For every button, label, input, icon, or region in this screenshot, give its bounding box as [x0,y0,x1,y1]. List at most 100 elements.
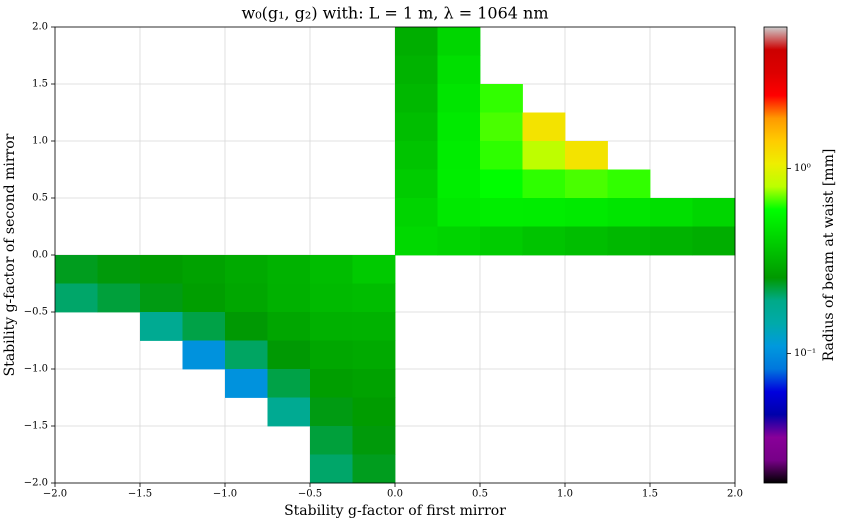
x-tick-label: −0.5 [298,489,322,500]
heatmap-cell [352,283,396,313]
heatmap-cell [310,340,353,370]
heatmap-cell [140,312,183,341]
heatmap-cell [522,226,566,256]
heatmap-cell [480,112,523,142]
heatmap-cell [565,169,608,199]
heatmap-cell [522,198,566,227]
heatmap-cell [225,255,268,284]
heatmap-cell [310,454,353,484]
heatmap-cell [437,198,481,227]
heatmap-cell [395,141,438,170]
heatmap-cell [182,255,226,284]
heatmap-cell [225,340,268,370]
heatmap-cell [225,312,268,341]
heatmap-cell [310,255,353,284]
y-tick-label: 0.5 [32,193,48,204]
heatmap-cell [607,226,651,256]
y-tick-label: −1.0 [24,364,48,375]
y-tick-label: 0.0 [32,250,48,261]
heatmap-cell [607,198,651,227]
heatmap-cell [395,198,438,227]
y-tick-label: 1.5 [32,79,48,90]
heatmap-cell [395,27,438,56]
heatmap-cell [437,27,481,56]
heatmap-cell [352,312,396,341]
heatmap-cell [437,55,481,85]
x-tick-label: 0.5 [472,489,488,500]
heatmap-cell [352,255,396,284]
y-tick-label: 2.0 [32,22,48,33]
colorbar-label: Radius of beam at waist [mm] [821,149,837,362]
heatmap-cell [352,397,396,427]
x-tick-label: −1.0 [213,489,237,500]
y-tick-label: −0.5 [24,307,48,318]
heatmap-cell [182,283,226,313]
heatmap-cell [437,226,481,256]
colorbar-tick-label: 10⁰ [794,163,811,174]
y-tick-label: −1.5 [24,421,48,432]
heatmap-cell [395,169,438,199]
heatmap-cell [607,169,651,199]
heatmap-cell [310,397,353,427]
x-tick-label: −2.0 [43,489,67,500]
heatmap-cell [352,454,396,484]
heatmap-cell [480,169,523,199]
heatmap-cell [650,226,693,256]
heatmap-cell [522,169,566,199]
y-tick-label: 1.0 [32,136,48,147]
heatmap-cell [310,369,353,398]
heatmap-cell [565,141,608,170]
heatmap-cell [352,340,396,370]
colorbar-tick-label: 10⁻¹ [794,348,816,359]
heatmap-cell [97,255,141,284]
x-tick-label: 0.0 [387,489,403,500]
heatmap-cell [480,141,523,170]
heatmap-cell [522,112,566,142]
heatmap-cell [565,198,608,227]
heatmap-cell [480,226,523,256]
heatmap-cell [395,112,438,142]
x-tick-label: −1.5 [128,489,152,500]
x-axis-label: Stability g-factor of first mirror [284,503,506,519]
heatmap-cell [395,226,438,256]
heatmap-cell [352,426,396,455]
heatmap-cell [97,283,141,313]
heatmap-cell [395,84,438,113]
heatmap-cell [522,141,566,170]
heatmap-cell [182,312,226,341]
heatmap-cell [182,340,226,370]
heatmap-cell [55,255,98,284]
chart-title: w₀(g₁, g₂) with: L = 1 m, λ = 1064 nm [242,4,549,23]
heatmap-cell [310,312,353,341]
heatmap-cell [650,198,693,227]
heatmap-cell [692,226,736,256]
colorbar [763,26,788,484]
heatmap-cell [480,84,523,113]
heatmap-cell [437,84,481,113]
heatmap-cell [395,55,438,85]
heatmap-cell [267,397,311,427]
heatmap-cell [267,369,311,398]
y-axis-label: Stability g-factor of second mirror [2,133,18,376]
heatmap-cell [437,141,481,170]
heatmap-cell [565,226,608,256]
heatmap-cell [267,283,311,313]
heatmap-cell [310,426,353,455]
heatmap-cell [480,198,523,227]
heatmap-cell [55,283,98,313]
x-tick-label: 2.0 [727,489,743,500]
heatmap-cell [437,112,481,142]
heatmap-cell [352,369,396,398]
heatmap-cell [437,169,481,199]
x-tick-label: 1.0 [557,489,573,500]
heatmap-cell [267,312,311,341]
heatmap-cell [140,255,183,284]
heatmap-cell [225,369,268,398]
y-tick-label: −2.0 [24,478,48,489]
heatmap-cell [267,340,311,370]
heatmap-cell [267,255,311,284]
heatmap-cell [692,198,736,227]
x-tick-label: 1.5 [642,489,658,500]
